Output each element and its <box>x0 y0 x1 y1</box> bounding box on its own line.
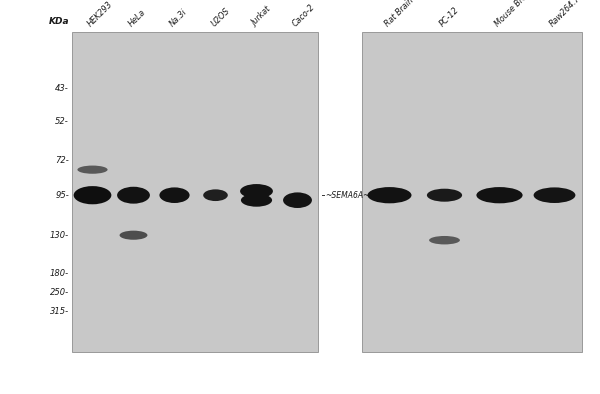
Text: HeLa: HeLa <box>127 7 148 28</box>
Text: ~SEMA6A~: ~SEMA6A~ <box>325 191 370 200</box>
Ellipse shape <box>203 190 228 201</box>
Text: 52-: 52- <box>55 117 69 126</box>
Ellipse shape <box>427 189 462 202</box>
Text: 180-: 180- <box>50 269 69 278</box>
Ellipse shape <box>240 184 273 198</box>
Text: HEK293: HEK293 <box>86 0 115 28</box>
Text: 43-: 43- <box>55 84 69 93</box>
Ellipse shape <box>119 230 148 240</box>
Ellipse shape <box>77 165 107 174</box>
Ellipse shape <box>283 192 312 208</box>
Text: 72-: 72- <box>55 156 69 165</box>
Text: Jurkat: Jurkat <box>250 5 273 28</box>
Ellipse shape <box>367 187 412 203</box>
Ellipse shape <box>533 188 575 203</box>
Ellipse shape <box>429 236 460 244</box>
Ellipse shape <box>476 187 523 203</box>
Text: Mouse Brain: Mouse Brain <box>493 0 535 28</box>
Bar <box>72 32 318 352</box>
Text: 95-: 95- <box>55 191 69 200</box>
Text: 250-: 250- <box>50 288 69 297</box>
Text: Raw264.7: Raw264.7 <box>548 0 583 28</box>
Text: Rat Brain: Rat Brain <box>383 0 416 28</box>
Text: 315-: 315- <box>50 307 69 316</box>
Ellipse shape <box>117 187 150 204</box>
Text: Caco-2: Caco-2 <box>291 2 317 28</box>
Ellipse shape <box>160 188 190 203</box>
Text: PC-12: PC-12 <box>438 5 461 28</box>
Ellipse shape <box>74 186 112 204</box>
Ellipse shape <box>241 194 272 207</box>
Bar <box>362 32 582 352</box>
Text: 130-: 130- <box>50 231 69 240</box>
Text: Na.3i: Na.3i <box>168 7 189 28</box>
Text: U2OS: U2OS <box>209 6 232 28</box>
Text: KDa: KDa <box>49 17 69 26</box>
